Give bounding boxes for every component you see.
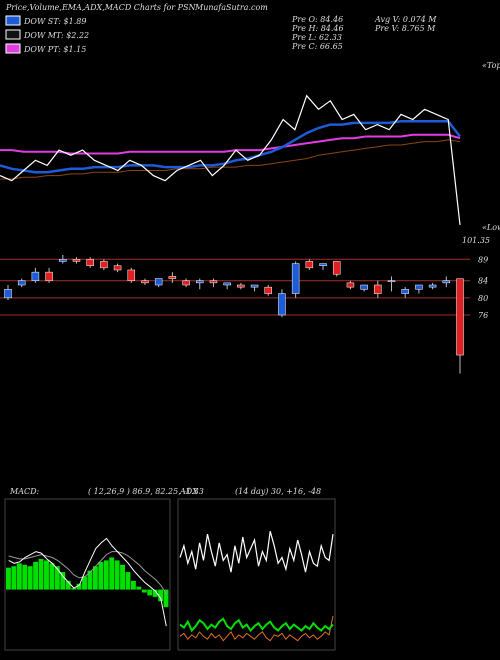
macd-bar xyxy=(120,564,125,590)
price-line xyxy=(0,119,461,174)
legend-label: DOW ST: $1.89 xyxy=(23,17,86,26)
candle-body xyxy=(113,265,122,271)
candle-body xyxy=(250,284,259,288)
candle-body xyxy=(209,280,218,284)
candle-body xyxy=(237,284,245,288)
candle-body xyxy=(72,259,81,262)
tops-label: «Tops xyxy=(482,61,500,70)
candle-body xyxy=(401,289,409,294)
legend-swatch xyxy=(5,43,21,54)
macd-params: ( 12,26,9 ) 86.9, 82.25, -1.33 xyxy=(88,487,204,496)
adx-params: (14 day) 30, +16, -48 xyxy=(235,487,321,496)
candle-body xyxy=(278,293,286,316)
macd-bar xyxy=(71,588,77,590)
stat: Pre V: 8.765 M xyxy=(374,24,436,33)
candle-body xyxy=(223,282,231,286)
candle-body xyxy=(154,278,163,286)
macd-bar xyxy=(76,583,82,590)
title: Price,Volume,EMA,ADX,MACD Charts for PSN xyxy=(5,3,197,12)
candle-body xyxy=(31,271,40,281)
macd-bar xyxy=(11,566,17,590)
legend-swatch xyxy=(5,29,21,40)
candle-body xyxy=(442,280,451,284)
candle-body xyxy=(360,284,368,290)
candle-body xyxy=(332,261,341,275)
macd-bar xyxy=(114,560,120,590)
macd-bar xyxy=(6,567,11,590)
candle-body xyxy=(127,269,136,281)
candle-body xyxy=(196,280,204,284)
macd-bar xyxy=(60,572,66,590)
signal-line xyxy=(8,551,167,595)
candle-body xyxy=(264,286,272,294)
macd-bar xyxy=(16,563,22,590)
macd-bar xyxy=(65,580,71,590)
price-line xyxy=(0,139,461,180)
macd-bar xyxy=(92,566,98,590)
macd-bar xyxy=(49,563,55,590)
y-tick-label: 80 xyxy=(478,294,488,303)
price-line xyxy=(0,94,461,225)
candle-body xyxy=(319,263,327,266)
macd-bar xyxy=(22,564,28,590)
macd-bar xyxy=(136,586,142,590)
candle-body xyxy=(305,261,314,269)
macd-line xyxy=(8,537,167,627)
legend-swatch xyxy=(5,15,21,26)
stat: Pre C: 66.65 xyxy=(291,42,343,51)
candle-body xyxy=(415,284,423,290)
high-label: 101.35 xyxy=(462,236,490,245)
macd-bar xyxy=(147,589,153,596)
stat: Pre O: 84.46 xyxy=(291,15,343,24)
legend-label: DOW MT: $2.22 xyxy=(23,31,89,40)
candle-body xyxy=(346,282,355,288)
adx-label: ADX xyxy=(179,487,198,496)
price-line xyxy=(0,133,461,155)
candle-body xyxy=(428,284,437,288)
candle-body xyxy=(374,284,382,294)
macd-bar xyxy=(87,570,93,590)
macd-bar xyxy=(82,576,87,590)
macd-bar xyxy=(130,580,136,590)
lows-label: «Lows xyxy=(482,223,500,232)
candle-body xyxy=(182,280,190,286)
candle-body xyxy=(4,289,12,299)
macd-bar xyxy=(44,560,49,590)
candle-body xyxy=(45,271,53,281)
adx-line xyxy=(179,531,334,573)
candle-body xyxy=(86,259,94,266)
macd-bar xyxy=(163,589,169,608)
macd-bar xyxy=(33,561,39,590)
candle-body xyxy=(17,280,26,286)
macd-label: MACD: xyxy=(9,487,40,496)
candle-body xyxy=(168,276,177,279)
macd-bar xyxy=(109,557,115,590)
stat: Pre H: 84.46 xyxy=(291,24,344,33)
macd-bar xyxy=(125,572,131,590)
candle-body xyxy=(141,280,149,284)
macd-bar xyxy=(27,566,33,590)
minus-di-line xyxy=(179,615,334,642)
macd-bar xyxy=(103,560,109,590)
plus-di-line xyxy=(179,617,334,633)
macd-bar xyxy=(54,566,60,590)
candle-body xyxy=(456,278,464,356)
candle-body xyxy=(100,261,108,269)
site: MunafaSutra.com xyxy=(194,3,268,12)
candle-body xyxy=(291,263,300,294)
legend-label: DOW PT: $1.15 xyxy=(23,45,86,54)
macd-bar xyxy=(141,589,147,593)
candle-body xyxy=(387,280,396,282)
y-tick-label: 84 xyxy=(478,277,488,286)
y-tick-label: 89 xyxy=(478,255,488,264)
stat: Avg V: 0.074 M xyxy=(374,15,437,24)
y-tick-label: 76 xyxy=(478,311,488,320)
macd-bar xyxy=(152,589,158,597)
macd-bar xyxy=(158,589,164,602)
macd-bar xyxy=(98,561,104,590)
macd-bar xyxy=(38,558,44,590)
stat: Pre L: 62.33 xyxy=(291,33,342,42)
candle-body xyxy=(59,259,67,262)
